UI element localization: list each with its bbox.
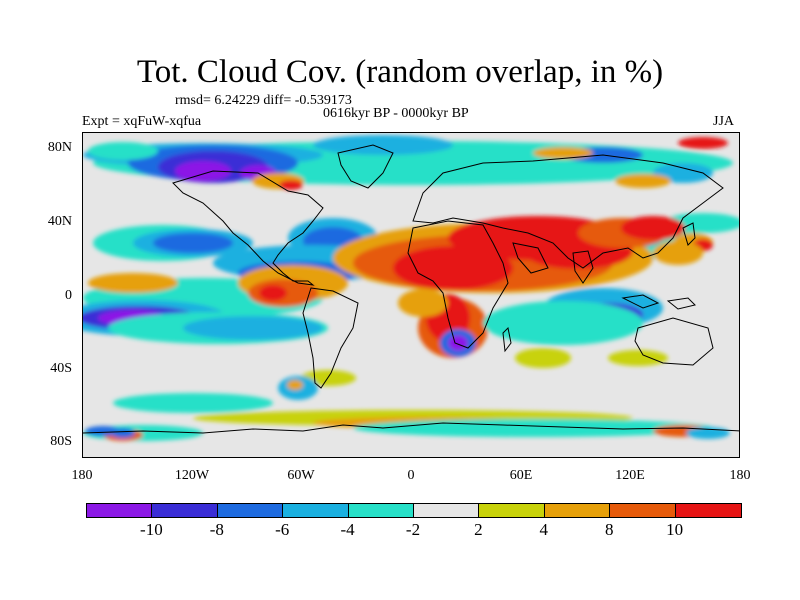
coastline [572, 250, 594, 284]
colorbar-label: -4 [340, 520, 355, 539]
colorbar-label: 2 [474, 520, 483, 539]
anomaly-region [88, 273, 178, 293]
lon-label-120w: 120W [174, 468, 210, 483]
lat-label-80n: 80N [47, 140, 72, 155]
cloud-cover-map [83, 133, 739, 457]
season-label: JJA [713, 114, 735, 129]
anomaly-region [398, 289, 448, 317]
coastline [83, 422, 739, 434]
anomaly-region [615, 174, 671, 188]
colorbar-label: 8 [604, 520, 614, 539]
coastline [682, 222, 696, 246]
colorbar-box [283, 504, 349, 517]
anomaly-region [678, 137, 728, 149]
coastline [337, 144, 394, 189]
colorbar [86, 503, 742, 518]
colorbar-label: -8 [209, 520, 224, 539]
anomaly-region [113, 393, 273, 413]
anomaly-region [393, 246, 513, 290]
colorbar-label: 10 [666, 520, 684, 539]
lon-label-60w: 60W [287, 468, 315, 483]
lon-label-180e: 180 [729, 468, 751, 483]
colorbar-box [152, 504, 218, 517]
anomaly-region [259, 285, 287, 301]
coastline [512, 242, 549, 274]
anomaly-region [313, 135, 453, 155]
anomaly-region [85, 426, 121, 436]
anomaly-region [515, 348, 571, 368]
coastline [634, 317, 714, 366]
anomaly-region [175, 161, 231, 181]
colorbar-box [610, 504, 676, 517]
colorbar-label: -10 [140, 520, 163, 539]
lat-label-80s: 80S [50, 434, 72, 449]
experiment-label: Expt = xqFuW-xqfua [82, 114, 202, 129]
anomaly-region [153, 233, 233, 253]
colorbar-box [87, 504, 153, 517]
colorbar-box [544, 504, 611, 517]
anomaly-region [533, 147, 593, 159]
colorbar-label: -2 [405, 520, 421, 539]
colorbar-box [348, 504, 414, 517]
coastline [172, 170, 324, 286]
lon-label-120e: 120E [615, 468, 645, 483]
period-text: 0616kyr BP - 0000kyr BP [323, 106, 469, 121]
lon-label-180w: 180 [71, 468, 93, 483]
coastline [621, 294, 660, 309]
colorbar-box [479, 504, 545, 517]
map-title: Tot. Cloud Cov. (random overlap, in %) [136, 54, 664, 90]
anomaly-region [448, 335, 468, 351]
stats-text: rmsd= 6.24229 diff= -0.539173 [175, 93, 352, 108]
coastline [666, 297, 696, 310]
colorbar-box [675, 504, 741, 517]
colorbar-box [413, 504, 480, 517]
anomaly-region [279, 180, 303, 190]
anomaly-region [483, 301, 643, 345]
coastline [502, 326, 512, 353]
anomaly-region [183, 316, 323, 340]
lon-label-60e: 60E [509, 468, 533, 483]
lon-label-0: 0 [407, 468, 415, 483]
coastline [302, 287, 359, 389]
lat-label-40s: 40S [50, 361, 72, 376]
lat-label-40n: 40N [47, 214, 72, 229]
anomaly-region [287, 380, 303, 390]
anomaly-region [621, 216, 685, 240]
colorbar-label: -6 [275, 520, 290, 539]
anomaly-region [608, 350, 668, 366]
coastline [412, 154, 724, 269]
map-panel [82, 132, 740, 458]
anomaly-region [88, 142, 158, 160]
coastline [407, 220, 509, 349]
anomaly-region [653, 241, 703, 265]
colorbar-box [217, 504, 284, 517]
lat-label-eq: 0 [65, 288, 72, 303]
colorbar-label: 4 [539, 520, 549, 539]
